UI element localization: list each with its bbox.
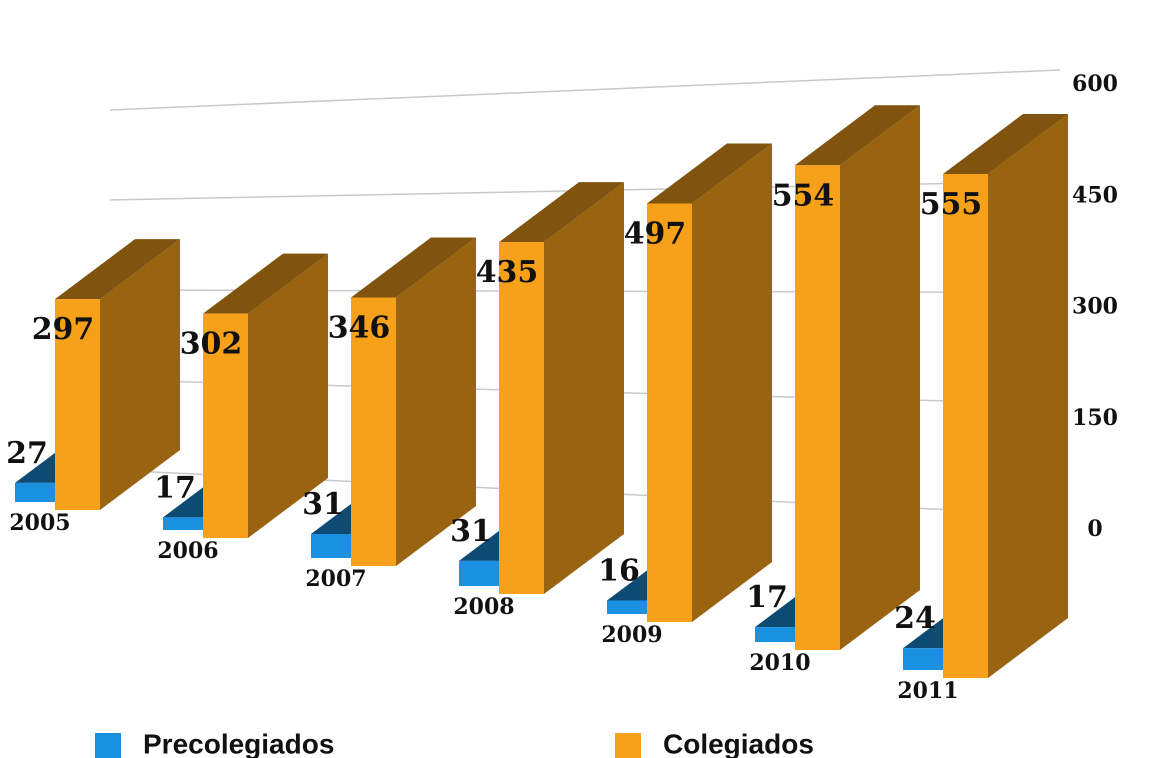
bar-front xyxy=(459,560,499,586)
y-tick-label: 0 xyxy=(1087,516,1102,542)
x-tick-label: 2007 xyxy=(305,566,366,592)
bar-side xyxy=(840,105,920,650)
bar-front xyxy=(755,627,795,642)
bar-front xyxy=(163,517,203,530)
value-label: 17 xyxy=(746,580,788,615)
bar-top xyxy=(203,253,328,314)
value-label: 302 xyxy=(180,327,243,362)
x-tick-label: 2008 xyxy=(453,594,514,620)
bar xyxy=(943,114,1068,678)
bar xyxy=(351,237,476,566)
value-label: 27 xyxy=(6,436,48,471)
bar-front xyxy=(351,297,396,566)
bar-front xyxy=(795,165,840,650)
bar-top xyxy=(499,182,624,243)
bar-side xyxy=(988,114,1068,678)
bar-front xyxy=(203,313,248,538)
x-tick-label: 2005 xyxy=(9,510,70,536)
y-tick-label: 150 xyxy=(1072,405,1118,431)
y-tick-label: 600 xyxy=(1072,71,1118,97)
value-label: 24 xyxy=(894,601,936,636)
value-label: 17 xyxy=(154,470,196,505)
x-tick-label: 2010 xyxy=(749,650,810,676)
x-tick-label: 2011 xyxy=(897,678,958,704)
x-tick-label: 2006 xyxy=(157,538,218,564)
bar-side xyxy=(544,182,624,594)
bar-front xyxy=(311,533,351,558)
value-label: 16 xyxy=(598,554,640,589)
bar-top xyxy=(795,105,920,166)
bar xyxy=(647,143,772,622)
bar-side xyxy=(692,143,772,622)
grid-line xyxy=(109,69,1061,111)
value-label: 554 xyxy=(772,178,835,213)
bar-front xyxy=(903,648,943,670)
bar-top xyxy=(943,114,1068,175)
bar-top xyxy=(351,237,476,298)
value-label: 297 xyxy=(32,312,95,347)
bar xyxy=(55,239,180,510)
bar xyxy=(499,182,624,594)
bar-front xyxy=(943,174,988,678)
bar-front xyxy=(647,203,692,622)
bar xyxy=(795,105,920,650)
bar-top xyxy=(647,143,772,204)
value-label: 435 xyxy=(476,255,539,290)
bar-front xyxy=(55,299,100,510)
x-tick-label: 2009 xyxy=(601,622,662,648)
bar xyxy=(203,253,328,538)
bar-front xyxy=(15,482,55,502)
value-label: 497 xyxy=(624,217,687,252)
value-label: 346 xyxy=(328,311,391,346)
legend-label: Colegiados xyxy=(663,728,814,758)
y-tick-label: 450 xyxy=(1072,182,1118,208)
legend-swatch xyxy=(95,733,121,758)
bar-front xyxy=(607,600,647,614)
legend-label: Precolegiados xyxy=(143,728,334,758)
value-label: 31 xyxy=(302,487,344,522)
bar-front xyxy=(499,242,544,594)
value-label: 555 xyxy=(920,187,983,222)
value-label: 31 xyxy=(450,514,492,549)
legend-swatch xyxy=(615,733,641,758)
bar-side xyxy=(248,253,328,538)
y-tick-label: 300 xyxy=(1072,294,1118,320)
bar-side xyxy=(396,237,476,566)
bar-top xyxy=(55,239,180,300)
bar-side xyxy=(100,239,180,510)
